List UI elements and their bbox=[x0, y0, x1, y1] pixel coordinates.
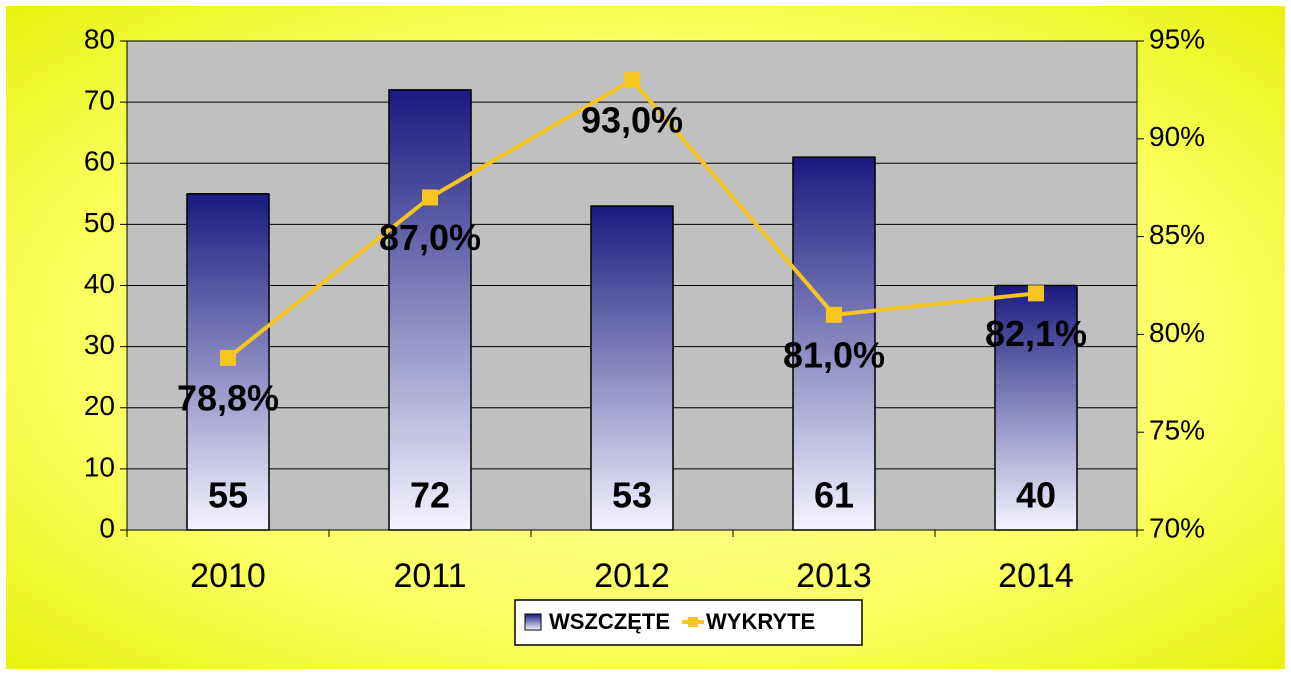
y-tick-label: 80 bbox=[84, 23, 115, 54]
y2-tick-label: 80% bbox=[1149, 317, 1205, 348]
bar-value-label: 72 bbox=[410, 475, 450, 516]
y-tick-label: 30 bbox=[84, 329, 115, 360]
x-tick-label: 2010 bbox=[190, 557, 266, 595]
y-tick-label: 40 bbox=[84, 268, 115, 299]
x-tick-label: 2012 bbox=[594, 557, 670, 595]
y-tick-label: 50 bbox=[84, 207, 115, 238]
line-marker bbox=[624, 72, 640, 89]
legend-swatch bbox=[688, 617, 698, 627]
legend-label: WSZCZĘTE bbox=[549, 609, 670, 634]
x-tick-label: 2011 bbox=[393, 557, 466, 595]
line-value-label: 78,8% bbox=[177, 377, 279, 418]
line-value-label: 82,1% bbox=[985, 313, 1087, 354]
line-marker bbox=[1028, 285, 1044, 302]
line-value-label: 87,0% bbox=[379, 217, 481, 258]
line-value-label: 93,0% bbox=[581, 100, 683, 141]
line-marker bbox=[826, 306, 842, 323]
bar-value-label: 61 bbox=[814, 475, 854, 516]
line-marker bbox=[220, 349, 236, 366]
legend-swatch bbox=[524, 613, 542, 631]
bar bbox=[590, 205, 674, 531]
y2-tick-label: 85% bbox=[1149, 219, 1205, 250]
line-marker bbox=[422, 189, 438, 206]
y-tick-label: 0 bbox=[99, 512, 115, 543]
x-tick-label: 2014 bbox=[998, 557, 1074, 595]
y-tick-label: 20 bbox=[84, 390, 115, 421]
bar bbox=[792, 156, 876, 531]
y-tick-label: 60 bbox=[84, 146, 115, 177]
legend-label: WYKRYTE bbox=[706, 609, 815, 634]
line-value-label: 81,0% bbox=[783, 334, 885, 375]
y2-tick-label: 75% bbox=[1149, 415, 1205, 446]
y2-tick-label: 90% bbox=[1149, 121, 1205, 152]
y-tick-label: 70 bbox=[84, 85, 115, 116]
y2-tick-label: 95% bbox=[1149, 23, 1205, 54]
bar bbox=[388, 89, 472, 531]
bar-value-label: 55 bbox=[208, 475, 248, 516]
bar bbox=[994, 284, 1078, 531]
y2-tick-label: 70% bbox=[1149, 512, 1205, 543]
bar-value-label: 53 bbox=[612, 475, 652, 516]
x-tick-label: 2013 bbox=[796, 557, 872, 595]
y-tick-label: 10 bbox=[84, 451, 115, 482]
bar-value-label: 40 bbox=[1016, 475, 1056, 516]
